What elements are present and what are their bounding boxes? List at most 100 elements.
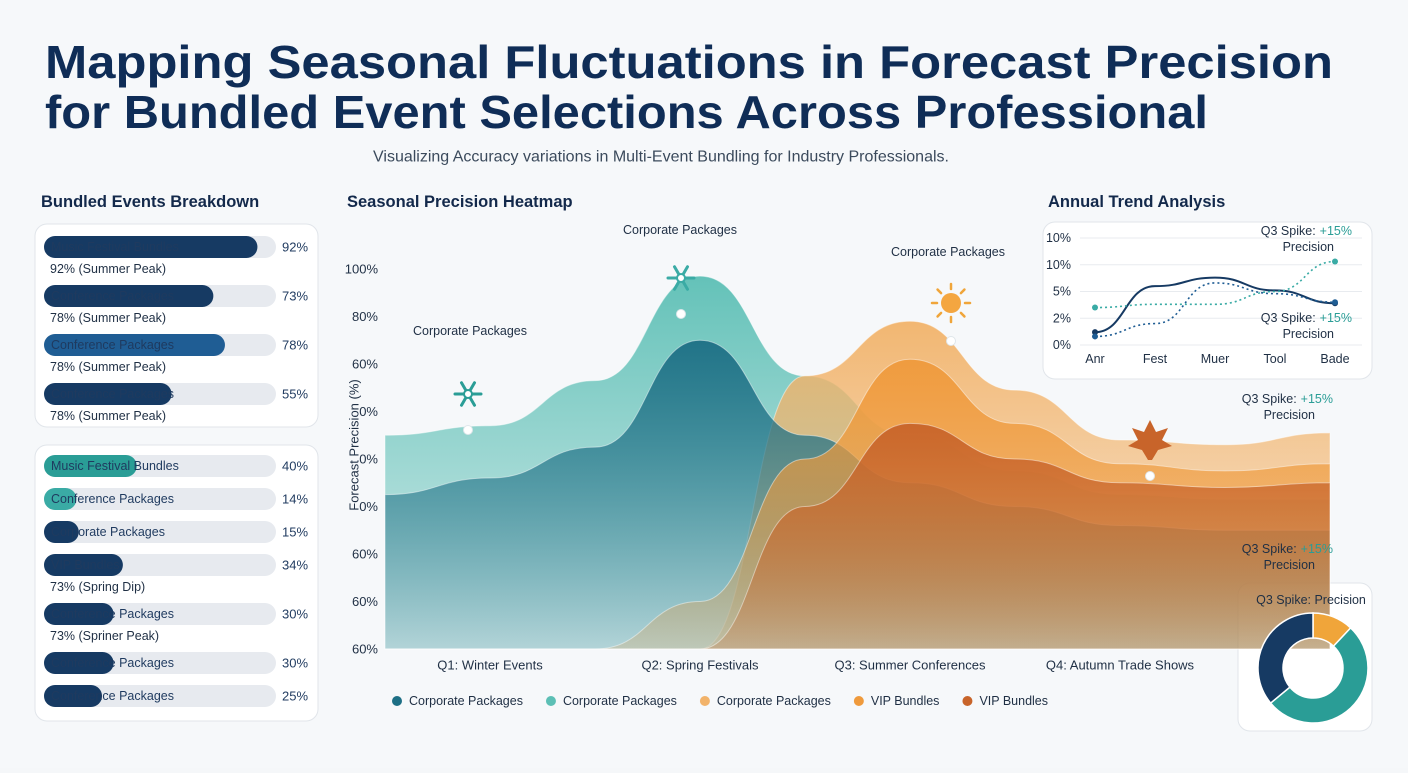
icon-stroke bbox=[959, 288, 966, 295]
legend-label: VIP Bundles bbox=[979, 694, 1048, 708]
bar-note: 78% (Summer Peak) bbox=[50, 311, 166, 325]
bar-label: VIP Bundles bbox=[51, 558, 120, 572]
callout: Q3 Spike: +15% bbox=[1242, 392, 1333, 406]
marker-dot bbox=[1145, 471, 1155, 481]
bar bbox=[44, 236, 258, 258]
value-label: 73% bbox=[282, 289, 308, 304]
legend-swatch bbox=[962, 696, 973, 706]
bar-note: 78% (Summer Peak) bbox=[50, 360, 166, 374]
panel-heading: Annual Trend Analysis bbox=[1048, 193, 1225, 211]
icon-stroke bbox=[959, 311, 966, 318]
point bbox=[1092, 329, 1098, 336]
line bbox=[1094, 276, 1336, 334]
bar-label: Music Festival Bundles bbox=[51, 240, 179, 254]
annotation: Corporate Packages bbox=[891, 245, 1005, 259]
y-tick-label: 80% bbox=[352, 309, 378, 324]
value-label: 30% bbox=[282, 607, 308, 622]
value-label: 15% bbox=[282, 525, 308, 540]
bar-label: Conference Packages bbox=[51, 387, 174, 401]
y-tick-label: 2% bbox=[1053, 311, 1071, 325]
bar-track bbox=[44, 685, 276, 707]
callout: Q3 Spike: +15% bbox=[1242, 542, 1333, 556]
value-label: 92% bbox=[282, 240, 308, 255]
bar-note: 78% (Summer Peak) bbox=[50, 409, 166, 423]
slice bbox=[1257, 612, 1314, 705]
bar bbox=[44, 455, 137, 477]
callout: Q3 Spike: +15% bbox=[1261, 224, 1352, 238]
annotation: Corporate Packages bbox=[623, 223, 737, 237]
x-tick-label: Q4: Autumn Trade Shows bbox=[1046, 658, 1195, 673]
y-tick-label: 60% bbox=[352, 357, 378, 372]
y-tick-label: 100% bbox=[345, 262, 379, 277]
value-label: 25% bbox=[282, 689, 308, 704]
x-tick-label: Anr bbox=[1085, 352, 1104, 366]
value-label: 30% bbox=[282, 656, 308, 671]
legend-swatch bbox=[853, 696, 864, 706]
subtitle: Visualizing Accuracy variations in Multi… bbox=[373, 149, 949, 166]
panel-heading: Bundled Events Breakdown bbox=[41, 193, 259, 211]
bar-note: 92% (Summer Peak) bbox=[50, 262, 166, 276]
value-label: 55% bbox=[282, 387, 308, 402]
callout-sub: Precision bbox=[1264, 558, 1315, 572]
x-tick-label: Tool bbox=[1264, 352, 1287, 366]
bar-label: Conference Packages bbox=[51, 656, 174, 670]
legend-label: Corporate Packages bbox=[717, 694, 831, 708]
season-icons bbox=[453, 265, 1172, 481]
legend-swatch bbox=[392, 696, 402, 706]
panel-heading: Seasonal Precision Heatmap bbox=[347, 193, 573, 211]
y-tick-label: 5% bbox=[1053, 285, 1071, 299]
bar bbox=[44, 603, 114, 625]
icon-stroke bbox=[936, 311, 943, 318]
legend-swatch bbox=[699, 696, 710, 706]
callout: Q3 Spike: +15% bbox=[1261, 311, 1352, 325]
title-line: Mapping Seasonal Fluctuations in Forecas… bbox=[45, 36, 1333, 88]
bar-label: Corporate Packages bbox=[51, 525, 165, 539]
y-tick-label: 60% bbox=[352, 642, 378, 657]
bar bbox=[44, 554, 123, 576]
marker-dot bbox=[463, 425, 473, 435]
bar-note: 73% (Spriner Peak) bbox=[50, 629, 159, 643]
chart-title: Q3 Spike: Precision bbox=[1256, 593, 1366, 607]
x-tick-label: Muer bbox=[1201, 352, 1229, 366]
bar-label: Conference Packages bbox=[51, 289, 174, 303]
bar bbox=[44, 521, 79, 543]
bar-track bbox=[44, 488, 276, 510]
icon-sun bbox=[941, 293, 961, 313]
title-line: for Bundled Event Selections Across Prof… bbox=[45, 86, 1208, 138]
bar-label: Conference Packages bbox=[51, 492, 174, 506]
bar-label: Music Festival Bundles bbox=[51, 459, 179, 473]
y-tick-label: 60% bbox=[352, 547, 378, 562]
area bbox=[385, 422, 1331, 650]
bar bbox=[44, 334, 225, 356]
marker-dot bbox=[946, 336, 956, 346]
bar bbox=[44, 285, 214, 307]
point bbox=[1092, 333, 1098, 340]
icon-core bbox=[463, 389, 473, 399]
x-tick-label: Q3: Summer Conferences bbox=[834, 658, 986, 673]
bar bbox=[44, 652, 114, 674]
x-tick-label: Fest bbox=[1143, 352, 1168, 366]
bar-label: Conference Packages bbox=[51, 338, 174, 352]
callout-sub: Precision bbox=[1283, 240, 1334, 254]
legend-label: Corporate Packages bbox=[563, 694, 677, 708]
point bbox=[1092, 304, 1098, 311]
value-label: 14% bbox=[282, 492, 308, 507]
y-tick-label: 10% bbox=[1046, 231, 1071, 245]
bar bbox=[44, 383, 172, 405]
panel bbox=[1042, 221, 1373, 380]
point bbox=[1332, 258, 1338, 265]
marker-dot bbox=[676, 309, 686, 319]
x-tick-label: Q1: Winter Events bbox=[437, 658, 543, 673]
bar-label: Conference Packages bbox=[51, 607, 174, 621]
y-tick-label: 0% bbox=[359, 452, 378, 467]
bar-label: Conference Packages bbox=[51, 689, 174, 703]
panel bbox=[34, 223, 319, 428]
y-tick-label: 10% bbox=[1046, 258, 1071, 272]
y-tick-label: 60% bbox=[352, 594, 378, 609]
bar bbox=[44, 685, 102, 707]
icon-core bbox=[676, 273, 686, 283]
value-label: 34% bbox=[282, 558, 308, 573]
y-tick-label: 0% bbox=[359, 404, 378, 419]
callout-sub: Precision bbox=[1264, 408, 1315, 422]
